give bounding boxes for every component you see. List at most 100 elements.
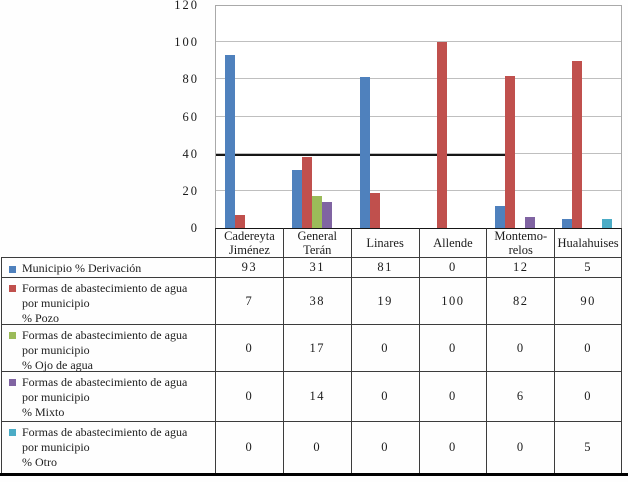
category-label: Jiménez	[228, 243, 270, 257]
series-label: Formas de abastecimiento de agua por muni…	[22, 328, 187, 373]
series-label: Formas de abastecimiento de agua por muni…	[22, 281, 187, 326]
series-label-line: Formas de abastecimiento de agua	[22, 375, 188, 389]
bar-group-6	[554, 6, 622, 228]
category-header-cell: Allende	[418, 228, 487, 258]
category-header-cell: Cadereyta Jiménez	[215, 228, 283, 258]
bar-group-4	[419, 6, 487, 228]
bar-series2-cat4	[437, 42, 448, 228]
bar-series2-cat5	[504, 75, 515, 228]
bar-cluster	[359, 6, 410, 228]
bar-series1-cat5	[494, 205, 505, 228]
value-cell-series4-cat6: 0	[554, 372, 622, 422]
value-cell-series5-cat2: 0	[282, 422, 351, 473]
category-label: Montemo-	[494, 229, 548, 243]
series-label-cell: Formas de abastecimiento de agua por muni…	[1, 422, 215, 473]
series-label-line: Formas de abastecimiento de agua	[22, 328, 188, 342]
value-cell-series1-cat6: 5	[554, 258, 622, 278]
bar-series2-cat3	[369, 192, 380, 228]
value-cell-series1-cat2: 31	[282, 258, 351, 278]
value-cell-series1-cat5: 12	[486, 258, 555, 278]
series-label: Formas de abastecimiento de agua por muni…	[22, 375, 187, 420]
y-tick-label: 0	[190, 221, 199, 235]
series-label-line: % Ojo de agua	[22, 358, 93, 372]
gridline-20	[216, 189, 621, 191]
series-label-cell: Formas de abastecimiento de agua por muni…	[1, 278, 215, 325]
series-label-line: Municipio % Derivación	[22, 260, 142, 275]
value-cell-series3-cat6: 0	[554, 325, 622, 372]
bar-series1-cat1	[224, 55, 235, 228]
y-tick-label: 120	[174, 0, 199, 12]
category-header-cell: Hualahuises	[554, 228, 622, 258]
value-cell-series1-cat3: 81	[350, 258, 419, 278]
series-label: Municipio % Derivación	[22, 261, 141, 276]
bar-series4-cat2	[322, 201, 333, 228]
category-header-cell: Montemo-relos	[486, 228, 555, 258]
bar-cluster	[562, 6, 613, 228]
legend-color-swatch	[9, 332, 16, 339]
bar-series4-cat5	[524, 216, 535, 228]
series-label-line: % Otro	[22, 455, 57, 469]
bar-series1-cat3	[359, 77, 370, 228]
value-cell-series4-cat3: 0	[350, 372, 419, 422]
series-label: Formas de abastecimiento de agua por muni…	[22, 425, 187, 470]
bar-group-3	[351, 6, 419, 228]
bar-group-2	[284, 6, 352, 228]
category-label: Allende	[433, 236, 473, 250]
bar-series2-cat6	[572, 60, 583, 228]
value-cell-series2-cat5: 82	[486, 278, 555, 325]
value-cell-series4-cat2: 14	[282, 372, 351, 422]
table-bottom-border	[0, 473, 628, 476]
value-cell-series4-cat1: 0	[215, 372, 283, 422]
category-label: General	[297, 229, 338, 243]
value-cell-series2-cat2: 38	[282, 278, 351, 325]
series-label-line: % Mixto	[22, 405, 65, 419]
bar-series2-cat2	[302, 157, 313, 228]
value-cell-series2-cat3: 19	[350, 278, 419, 325]
bars-layer	[216, 6, 621, 228]
bar-series2-cat1	[234, 215, 245, 228]
bar-cluster	[224, 6, 275, 228]
bar-cluster	[292, 6, 342, 228]
bar-cluster	[427, 6, 477, 228]
category-header-cell: Linares	[350, 228, 419, 258]
value-cell-series3-cat5: 0	[486, 325, 555, 372]
gridline-60	[216, 115, 621, 117]
data-table: Cadereyta Jiménez General Terán Linares Allen…	[1, 228, 622, 473]
series-label-cell: Formas de abastecimiento de agua por muni…	[1, 325, 215, 372]
bar-group-1	[216, 6, 284, 228]
gridline-40	[216, 152, 621, 154]
bar-series1-cat6	[562, 218, 573, 228]
gridline-80	[216, 78, 621, 80]
value-cell-series5-cat4: 0	[418, 422, 487, 473]
y-tick-label: 20	[182, 183, 199, 198]
y-tick-label: 40	[182, 146, 199, 161]
category-label: Terán	[303, 243, 332, 257]
category-label: Cadereyta	[224, 229, 275, 243]
value-cell-series1-cat1: 93	[215, 258, 283, 278]
value-cell-series3-cat4: 0	[418, 325, 487, 372]
series-label-line: Formas de abastecimiento de agua	[22, 281, 188, 295]
series-label-line: Formas de abastecimiento de agua	[22, 425, 188, 439]
bar-group-5	[486, 6, 554, 228]
legend-color-swatch	[9, 379, 16, 386]
series-label-line: por municipio	[22, 343, 90, 357]
y-axis: 0 20 40 60 80 100 120	[0, 0, 206, 235]
bar-cluster	[494, 6, 545, 228]
series-label-line: % Pozo	[22, 311, 59, 325]
bar-series3-cat2	[312, 196, 323, 228]
series-label-line: por municipio	[22, 440, 90, 454]
y-tick-label: 80	[182, 72, 199, 87]
series-label-cell: Municipio % Derivación	[1, 258, 215, 278]
legend-color-swatch	[9, 429, 16, 436]
value-cell-series3-cat1: 0	[215, 325, 283, 372]
category-label: Hualahuises	[557, 236, 619, 250]
y-tick-label: 60	[182, 109, 199, 124]
value-cell-series3-cat2: 17	[282, 325, 351, 372]
category-label: relos	[508, 243, 533, 257]
plot-area	[215, 5, 622, 228]
value-cell-series5-cat3: 0	[350, 422, 419, 473]
table-header-spacer	[1, 228, 215, 258]
legend-color-swatch	[9, 285, 16, 292]
bar-series5-cat6	[602, 218, 613, 228]
